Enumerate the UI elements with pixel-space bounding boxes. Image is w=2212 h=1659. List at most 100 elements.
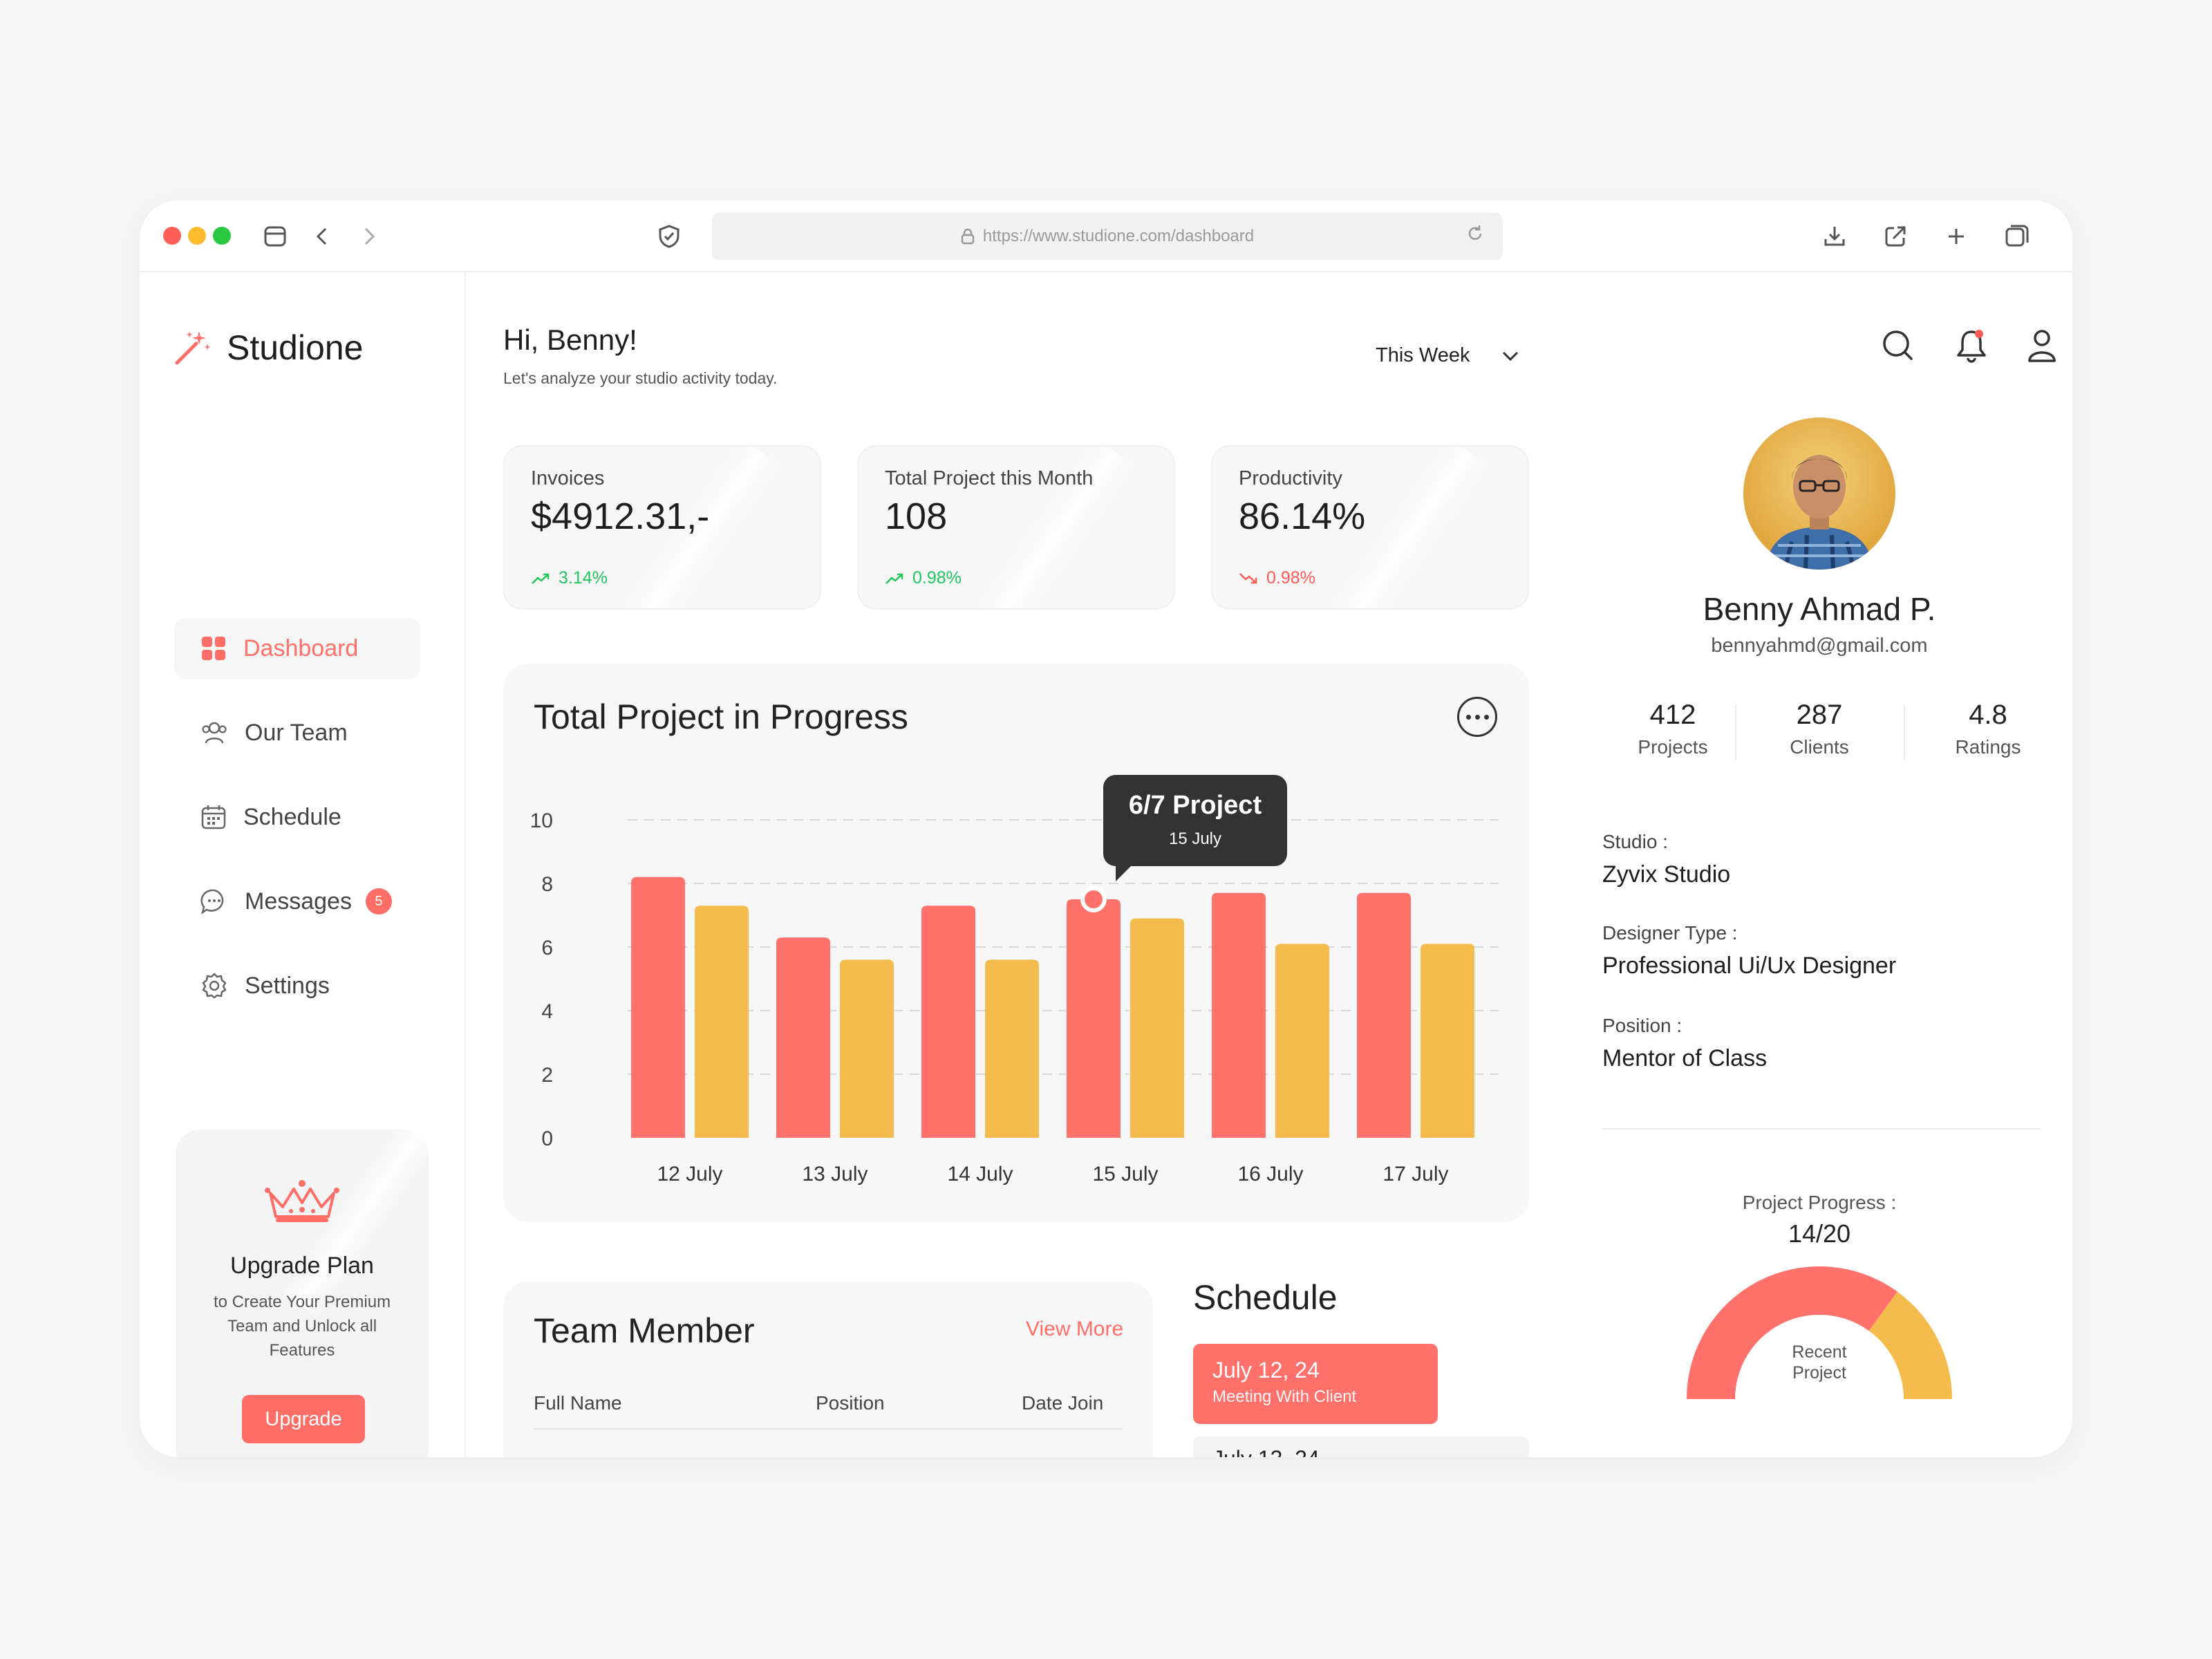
profile-name: Benny Ahmad P.: [1703, 591, 1936, 627]
nav-item-schedule[interactable]: Schedule: [174, 787, 420, 847]
trend-up-icon: [532, 573, 550, 584]
bar: [985, 959, 1039, 1138]
lock-icon: [961, 228, 975, 245]
chevron-down-icon: [1503, 351, 1519, 361]
trend-down-icon: [1239, 572, 1257, 583]
x-tick-label: 12 July: [657, 1163, 722, 1185]
nav-item-label: Settings: [245, 972, 330, 999]
address-bar[interactable]: https://www.studione.com/dashboard: [712, 213, 1503, 260]
schedule-item[interactable]: July 13, 24: [1193, 1436, 1529, 1457]
stat-label: Clients: [1790, 736, 1849, 758]
bar: [1130, 918, 1184, 1138]
bar: [1357, 892, 1411, 1138]
share-icon[interactable]: [1880, 221, 1911, 252]
new-tab-plus-icon[interactable]: [1941, 221, 1971, 252]
download-icon[interactable]: [1819, 221, 1850, 252]
stat-clients: 287 Clients: [1750, 700, 1888, 758]
tabs-overview-icon[interactable]: [2002, 221, 2032, 252]
card-value: 86.14%: [1239, 496, 1366, 537]
tooltip-pointer: [1116, 865, 1132, 881]
gauge-remaining-arc: [1868, 1291, 1952, 1399]
back-arrow-icon[interactable]: [307, 221, 337, 252]
y-tick-label: 8: [541, 873, 553, 896]
gauge-progress-arc: [1687, 1266, 1897, 1399]
productivity-card[interactable]: Productivity 86.14% 0.98%: [1211, 445, 1529, 610]
brand[interactable]: Studione: [173, 328, 363, 368]
invoices-card[interactable]: Invoices $4912.31,- 3.14%: [503, 445, 821, 610]
reload-icon[interactable]: [1465, 224, 1485, 243]
total-project-card[interactable]: Total Project this Month 108 0.98%: [857, 445, 1175, 610]
card-change-value: 0.98%: [912, 568, 962, 588]
nav-item-dashboard[interactable]: Dashboard: [174, 618, 420, 679]
designer-type-label: Designer Type :: [1602, 922, 1738, 944]
user-icon[interactable]: [2023, 326, 2061, 365]
bar: [631, 877, 685, 1138]
x-tick-label: 13 July: [802, 1163, 868, 1185]
calendar-icon: [201, 805, 226, 830]
studio-value: Zyvix Studio: [1602, 861, 1731, 888]
magic-wand-icon: [175, 331, 211, 365]
bar: [1275, 944, 1329, 1138]
brand-name: Studione: [227, 328, 364, 367]
column-header[interactable]: Full Name: [534, 1392, 622, 1414]
more-options-icon[interactable]: [1457, 697, 1497, 737]
gear-icon: [202, 973, 227, 999]
column-header[interactable]: Position: [816, 1392, 885, 1414]
avatar[interactable]: [1743, 418, 1895, 570]
column-header[interactable]: Date Join: [1022, 1392, 1104, 1414]
position-value: Mentor of Class: [1602, 1045, 1768, 1071]
sidebar-toggle-icon[interactable]: [260, 221, 290, 252]
search-icon[interactable]: [1879, 326, 1918, 365]
x-tick-label: 16 July: [1237, 1163, 1303, 1185]
profile-panel: Benny Ahmad P. bennyahmd@gmail.com 412 P…: [1566, 272, 2072, 1457]
greeting: Hi, Benny!: [503, 324, 637, 356]
team-member-card: Team Member View More Full Name Position…: [503, 1282, 1153, 1457]
bar: [1421, 944, 1474, 1138]
card-label: Invoices: [531, 467, 605, 489]
nav-item-label: Our Team: [245, 719, 348, 746]
stat-divider: [1735, 705, 1736, 760]
schedule-date: July 13, 24: [1212, 1446, 1510, 1457]
messages-count-badge: 5: [365, 888, 392, 915]
view-more-link[interactable]: View More: [1026, 1318, 1124, 1340]
y-tick-label: 2: [541, 1064, 553, 1087]
chart-title: Total Project in Progress: [534, 697, 908, 736]
x-tick-label: 14 July: [947, 1163, 1013, 1185]
section-divider: [1602, 1128, 2041, 1130]
schedule-date: July 12, 24: [1212, 1358, 1320, 1382]
schedule-item[interactable]: July 12, 24 Meeting With Client: [1193, 1344, 1438, 1424]
shield-icon[interactable]: [654, 221, 684, 252]
greeting-subtitle: Let's analyze your studio activity today…: [503, 369, 778, 387]
nav-item-label: Messages: [245, 888, 352, 915]
nav-item-messages[interactable]: Messages 5: [174, 871, 420, 932]
maximize-window-dot[interactable]: [213, 227, 231, 245]
nav-item-our-team[interactable]: Our Team: [174, 702, 420, 763]
chat-bubble-icon: [200, 889, 224, 915]
y-tick-label: 0: [541, 1127, 553, 1150]
stat-label: Ratings: [1955, 736, 2021, 758]
close-window-dot[interactable]: [163, 227, 181, 245]
grid-icon: [202, 637, 225, 660]
nav-item-settings[interactable]: Settings: [174, 955, 420, 1016]
forward-arrow-icon[interactable]: [354, 221, 384, 252]
card-change: 0.98%: [885, 568, 962, 588]
designer-type-value: Professional Ui/Ux Designer: [1602, 953, 1897, 979]
bell-icon[interactable]: [1952, 326, 1991, 365]
tooltip-title: 6/7 Project: [1129, 791, 1262, 820]
position-label: Position :: [1602, 1015, 1683, 1036]
card-label: Productivity: [1239, 467, 1342, 489]
main-content: Hi, Benny! Let's analyze your studio act…: [466, 272, 1566, 1457]
y-tick-label: 10: [530, 809, 553, 832]
upgrade-button[interactable]: Upgrade: [242, 1395, 365, 1443]
schedule-title: Schedule: [1193, 1278, 1338, 1317]
stat-divider: [1904, 705, 1905, 760]
profile-photo: [1764, 455, 1875, 570]
period-dropdown[interactable]: This Week: [1376, 344, 1519, 367]
team-icon: [202, 722, 227, 744]
gauge-label: Project: [1792, 1363, 1846, 1382]
browser-toolbar: https://www.studione.com/dashboard: [140, 200, 2072, 272]
upgrade-plan-card: Upgrade Plan to Create Your Premium Team…: [176, 1130, 429, 1457]
x-tick-label: 17 July: [1382, 1163, 1448, 1185]
minimize-window-dot[interactable]: [188, 227, 206, 245]
